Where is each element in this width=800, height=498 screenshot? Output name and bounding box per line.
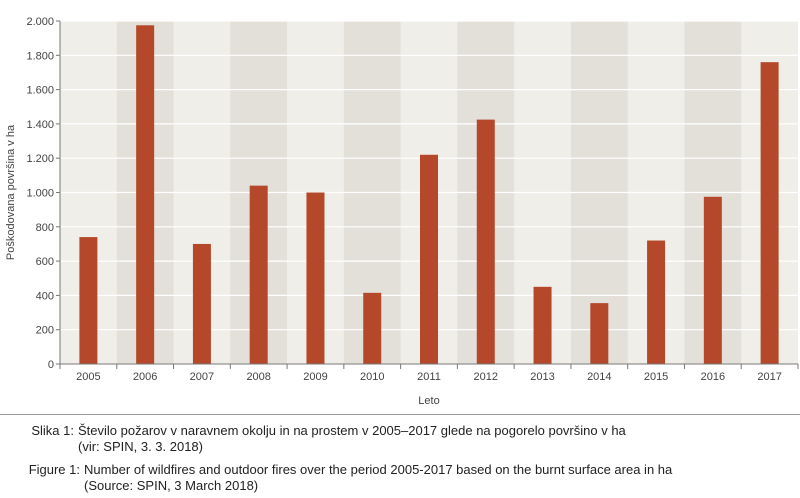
caption-text-en: Number of wildfires and outdoor fires ov… — [84, 462, 673, 477]
y-tick-label: 800 — [36, 222, 54, 234]
y-tick-label: 1.400 — [26, 119, 54, 131]
y-tick-label: 1.800 — [26, 50, 54, 62]
y-tick-label: 400 — [36, 290, 54, 302]
caption-slovenian: Slika 1: Število požarov v naravnem okol… — [0, 423, 800, 455]
bar-2005 — [79, 237, 98, 364]
x-tick-label: 2013 — [530, 371, 554, 383]
y-tick-label: 200 — [36, 325, 54, 337]
y-tick-label: 1.600 — [26, 85, 54, 97]
bar-2008 — [249, 185, 268, 364]
bars — [79, 25, 779, 364]
bar-2010 — [363, 292, 382, 364]
y-tick-label: 1.000 — [26, 188, 54, 200]
x-tick-label: 2014 — [587, 371, 611, 383]
axes — [56, 20, 799, 369]
x-tick-label: 2016 — [701, 371, 725, 383]
x-tick-label: 2008 — [246, 371, 270, 383]
x-tick-label: 2009 — [303, 371, 327, 383]
x-tick-label: 2012 — [474, 371, 498, 383]
bar-2015 — [647, 240, 666, 364]
x-tick-label: 2015 — [644, 371, 668, 383]
bar-2006 — [136, 25, 155, 364]
x-tick-label: 2005 — [76, 371, 100, 383]
bar-2007 — [192, 243, 211, 364]
caption-label-si: Slika 1: — [31, 423, 74, 438]
y-axis-title: Poškodovana površina v ha — [5, 124, 17, 260]
bar-2013 — [533, 286, 552, 364]
bar-2011 — [420, 154, 438, 364]
x-tick-labels: 2005 2006 2007 2008 2009 2010 2011 2012 2013 2014… — [76, 371, 782, 383]
x-tick-label: 2007 — [190, 371, 214, 383]
bar-2009 — [306, 192, 325, 364]
x-tick-label: 2011 — [417, 371, 441, 383]
y-tick-labels: 0 200 400 600 800 1.000 1.200 1.400 1.600 1.800 2.… — [26, 16, 54, 371]
x-tick-label: 2017 — [757, 371, 781, 383]
bar-2012 — [476, 119, 495, 364]
caption-source-si: (vir: SPIN, 3. 3. 2018) — [78, 439, 203, 454]
x-tick-label: 2006 — [133, 371, 157, 383]
caption-english: Figure 1: Number of wildfires and outdoo… — [0, 462, 800, 494]
y-tick-label: 0 — [48, 359, 54, 371]
caption-label-en: Figure 1: — [28, 462, 80, 477]
y-tick-label: 600 — [36, 256, 54, 268]
caption-text-si: Število požarov v naravnem okolju in na … — [78, 423, 626, 438]
x-axis-title: Leto — [418, 395, 439, 407]
x-tick-label: 2010 — [360, 371, 384, 383]
y-tick-label: 2.000 — [26, 16, 54, 28]
caption-source-en: (Source: SPIN, 3 March 2018) — [84, 478, 259, 493]
caption-divider — [0, 414, 800, 415]
bar-2014 — [590, 303, 609, 364]
y-tick-label: 1.200 — [26, 153, 54, 165]
bar-chart: 0 200 400 600 800 1.000 1.200 1.400 1.600 1.800 2.… — [5, 16, 799, 407]
chart-svg: 0 200 400 600 800 1.000 1.200 1.400 1.600 1.800 2.… — [5, 16, 799, 407]
bar-2016 — [703, 196, 722, 364]
bar-2017 — [760, 62, 779, 364]
